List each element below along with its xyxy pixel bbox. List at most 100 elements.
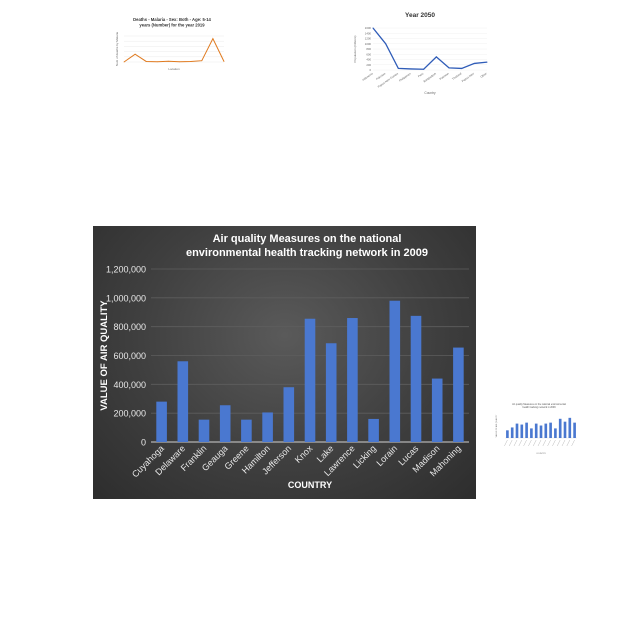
data-point [385,43,387,45]
bar [510,427,514,438]
bar [549,422,552,438]
x-tick-label-placeholder [537,439,542,447]
data-point [397,67,399,69]
data-point [168,60,169,62]
x-tick-label: Pakistan [375,71,386,81]
bar-delaware [177,361,189,442]
x-tick-label: Peru [417,71,424,78]
year-2050-chart: Year 2050 1600 1400 1200 1000 800 600 400 200 0 Po… [345,8,495,98]
x-tick-label-placeholder [571,439,575,447]
x-axis-label: COUNTRY [536,453,547,455]
bar [520,424,524,438]
y-axis-label: Num of deaths by Malaria [115,32,119,67]
bar-mahoning [453,347,464,442]
data-point [486,61,488,63]
y-tick-label: 1,000,000 [106,293,146,303]
bar [554,428,557,438]
data-point [223,61,225,62]
x-tick-label: Licking [351,443,378,470]
x-tick-label-placeholder [542,439,547,447]
data-point [123,61,125,63]
data-point [435,56,437,58]
x-tick-label: Pakistan [438,71,449,81]
y-tick-label: 200 [366,63,371,67]
bar [539,425,543,438]
y-axis-label: Population (millions) [353,35,357,62]
x-tick-label: Philippines [398,71,412,82]
x-tick-label-placeholder [504,439,508,447]
x-tick-label: Indonesia [361,71,374,81]
y-tick-label: 800 [366,47,371,51]
x-tick-label-placeholder [552,439,556,447]
chart-title-line-1: years (Number) for the year 2019 [139,23,205,28]
bar-geauga [219,405,231,442]
y-tick-label: 800,000 [113,322,146,332]
bar-lorain [389,300,401,442]
series-line [123,37,225,63]
bar [558,418,562,438]
bar [573,422,576,438]
y-axis-label: VALUE OF AIR QUALITY [99,300,110,411]
x-tick-label: Thailand [451,71,462,81]
bar-lake [325,343,337,442]
bar [563,421,567,438]
bar-jefferson [283,387,295,442]
chart-title: Year 2050 [405,12,435,19]
chart-title-line-0: Air quality Measures on the national env… [512,403,566,406]
x-tick-label: Bangladesh [423,71,438,83]
x-tick-label: Other [480,72,488,79]
y-tick-label: 200,000 [113,409,146,419]
bar-lawrence [347,318,358,442]
bar [534,423,538,438]
x-tick-label-placeholder [513,439,518,447]
air-quality-thumbnail-chart-svg: Air quality Measures on the national env… [495,403,577,455]
bar [525,422,528,438]
bar-cuyahoga [156,401,167,442]
x-tick-label: Papua New [461,71,476,83]
data-point [190,61,192,62]
air-quality-chart-svg: Air quality Measures on the national envi… [99,233,469,490]
x-tick-label-placeholder [556,439,561,447]
data-point [134,53,136,55]
data-point [372,27,374,29]
x-tick-label-placeholder [566,439,571,447]
chart-title-line-0: Deaths - Malaria - Sex: Both - Age: 5-14 [133,17,211,22]
data-point [423,68,425,70]
x-tick-label-placeholder [547,439,551,447]
air-quality-thumbnail-chart: Air quality Measures on the national env… [493,400,583,462]
x-tick-label-placeholder [523,439,527,447]
malaria-deaths-chart-svg: Deaths - Malaria - Sex: Both - Age: 5-14… [115,17,225,71]
bar [530,428,533,438]
chart-title-line-0: Air quality Measures on the national [213,233,402,245]
data-point [473,62,475,64]
malaria-deaths-chart: Deaths - Malaria - Sex: Both - Age: 5-14… [112,12,232,72]
bar-greene [241,419,252,442]
bar-madison [431,378,443,442]
bar [568,417,572,438]
y-tick-label: 400 [366,58,371,62]
bar [506,430,509,438]
x-axis-label: Country [424,91,436,95]
data-point [448,67,450,69]
bar-franklin [198,419,210,442]
x-tick-label: Lorain [374,443,399,468]
series-line [372,27,488,70]
x-tick-label-placeholder [532,439,537,447]
bar-knox [304,318,316,442]
x-tick-label-placeholder [508,439,513,447]
x-tick-label-placeholder [528,439,532,447]
data-point [145,61,147,62]
x-axis-label: Location [168,67,180,71]
y-tick-label: 600 [366,52,371,56]
chart-title-line-1: environmental health tracking network in… [186,247,428,259]
data-point [212,38,214,39]
air-quality-chart: Air quality Measures on the national envi… [93,226,476,499]
chart-title-line-1: health tracking network in 2009 [522,406,556,409]
y-tick-label: 0 [369,68,371,72]
y-tick-label: 1000 [365,42,372,46]
x-tick-label: Knox [293,443,315,465]
bar-lucas [410,315,422,442]
y-tick-label: 0 [141,438,146,448]
y-tick-label: 600,000 [113,351,146,361]
